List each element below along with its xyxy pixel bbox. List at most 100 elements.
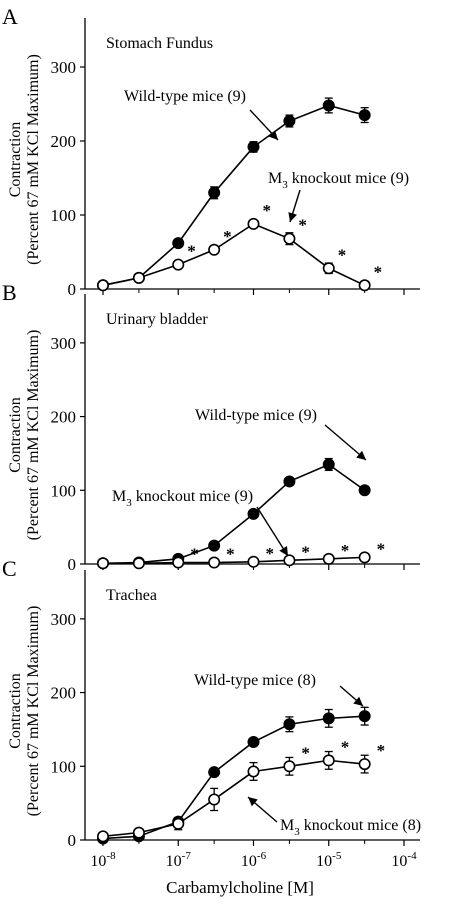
y-tick-label: 100	[51, 757, 77, 776]
data-point	[97, 557, 110, 570]
data-point	[247, 555, 260, 568]
significance-star: *	[187, 242, 196, 261]
y-tick-label: 300	[51, 610, 77, 629]
arrow-head	[288, 212, 297, 222]
series-wild-type: Wild-type mice (9)	[97, 88, 371, 292]
y-tick-label: 300	[51, 58, 77, 77]
data-point	[132, 271, 145, 284]
significance-star: *	[341, 541, 350, 560]
series-line	[102, 463, 366, 565]
x-tick-label: 10-8	[90, 850, 116, 870]
data-point	[172, 237, 185, 250]
data-point	[97, 830, 110, 843]
significance-star: *	[298, 216, 307, 235]
x-axis-label: Carbamylcholine [M]	[166, 878, 314, 897]
data-point	[97, 279, 110, 292]
significance-star: *	[223, 227, 232, 246]
data-point	[172, 556, 185, 569]
data-point	[247, 765, 260, 778]
data-point	[358, 758, 371, 771]
data-point	[283, 760, 296, 773]
data-point	[208, 556, 221, 569]
data-point	[172, 258, 185, 271]
significance-star: *	[263, 201, 272, 220]
data-point	[358, 551, 371, 564]
data-point	[247, 217, 260, 230]
significance-star: *	[341, 737, 350, 756]
panel-letter: A	[2, 4, 18, 29]
data-point	[208, 539, 221, 552]
panels: A 0 100 200 300 Contraction(Percent 67 mM KCl…	[2, 4, 421, 870]
significance-star: *	[374, 262, 383, 281]
chart-panel-c: C 0 100 200 300 10-8 10-7 10-6 10-5 10-4 Contracti…	[2, 556, 421, 870]
significance-star: *	[266, 544, 275, 563]
y-axis-label: Contraction(Percent 67 mM KCl Maximum)	[7, 54, 42, 265]
arrow-head	[268, 130, 278, 140]
series-label: M3 knockout mice (9)	[112, 488, 253, 509]
y-tick-label: 0	[68, 280, 77, 299]
data-point	[322, 552, 335, 565]
y-tick-label: 200	[51, 408, 77, 427]
series-label: M3 knockout mice (9)	[268, 170, 409, 191]
data-point	[247, 140, 260, 153]
data-point	[322, 262, 335, 275]
significance-star: *	[377, 741, 386, 760]
series-line	[103, 556, 365, 565]
arrow-head	[356, 450, 366, 460]
series-m3-knockout: * * * * * * M3 knockout mice (9)	[97, 170, 409, 292]
data-point	[322, 754, 335, 767]
significance-star: *	[301, 542, 310, 561]
data-point	[283, 232, 296, 245]
y-axis-label: Contraction(Percent 67 mM KCl Maximum)	[7, 606, 42, 817]
chart-panel-b: B 0 100 200 300 Contraction(Percent 67 mM KCl…	[2, 280, 420, 574]
series-line	[102, 222, 365, 287]
significance-star: *	[226, 545, 235, 564]
series-label: Wild-type mice (9)	[124, 88, 246, 105]
y-tick-label: 200	[51, 132, 77, 151]
y-tick-label: 300	[51, 334, 77, 353]
y-tick-label: 100	[51, 206, 77, 225]
panel-title: Urinary bladder	[106, 311, 208, 328]
series-line	[102, 104, 365, 287]
chart-panel-a: A 0 100 200 300 Contraction(Percent 67 mM KCl…	[2, 4, 420, 299]
data-point	[322, 712, 335, 725]
series-m3-knockout: * * * M3 knockout mice (8)	[97, 737, 421, 843]
y-tick-label: 100	[51, 481, 77, 500]
series-line	[102, 759, 365, 838]
data-point	[208, 186, 221, 199]
arrow-head	[353, 696, 363, 706]
data-point	[283, 475, 296, 488]
data-point	[208, 793, 221, 806]
panel-title: Stomach Fundus	[106, 35, 213, 52]
data-point	[172, 817, 185, 830]
data-point	[283, 718, 296, 731]
panel-title: Trachea	[106, 587, 157, 604]
significance-star: *	[338, 245, 347, 264]
data-point	[358, 109, 371, 122]
series-label: Wild-type mice (9)	[195, 407, 317, 424]
y-tick-label: 0	[68, 555, 77, 574]
x-tick-label: 10-5	[316, 850, 342, 870]
panel-letter: C	[2, 556, 17, 581]
data-point	[358, 710, 371, 723]
significance-star: *	[190, 545, 199, 564]
data-point	[322, 99, 335, 112]
series-m3-knockout: * * * * * * M3 knockout mice (9)	[97, 488, 385, 570]
data-point	[283, 554, 296, 567]
data-point	[208, 243, 221, 256]
data-point	[208, 766, 221, 779]
arrow-head	[248, 797, 258, 807]
x-tick-label: 10-6	[241, 850, 267, 870]
panel-letter: B	[2, 280, 17, 305]
series-label: Wild-type mice (8)	[194, 672, 316, 689]
data-point	[247, 735, 260, 748]
significance-star: *	[301, 743, 310, 762]
data-point	[283, 115, 296, 128]
data-point	[132, 557, 145, 570]
arrow-line	[256, 506, 289, 557]
series-line	[102, 715, 365, 840]
series-label: M3 knockout mice (8)	[280, 817, 421, 838]
y-tick-label: 0	[68, 831, 77, 850]
y-axis-label: Contraction(Percent 67 mM KCl Maximum)	[7, 330, 42, 541]
